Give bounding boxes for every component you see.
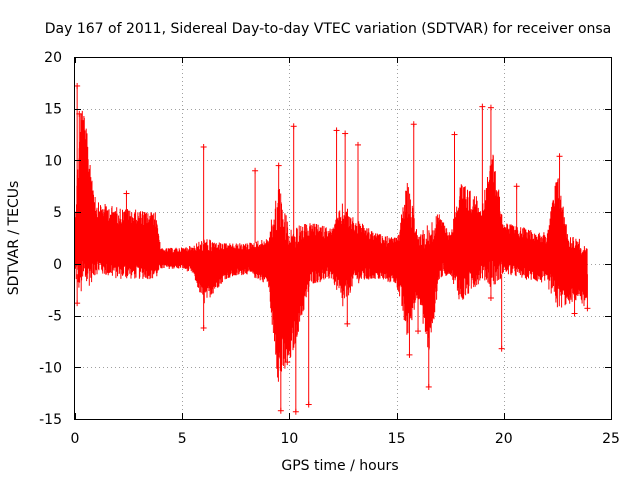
data-point <box>487 104 494 111</box>
y-tick-labels: 20 15 10 5 0 -5 -10 -15 <box>39 50 62 428</box>
data-point <box>333 127 340 134</box>
x-tick-label: 15 <box>388 431 406 447</box>
data-point <box>277 407 284 414</box>
data-point <box>200 143 207 150</box>
x-tick-label: 5 <box>178 431 187 447</box>
data-point <box>123 190 130 197</box>
data-point <box>487 294 494 301</box>
data-point <box>275 162 282 169</box>
data-point <box>355 141 362 148</box>
x-axis-label: GPS time / hours <box>281 458 398 474</box>
x-tick-label: 10 <box>280 431 298 447</box>
axis-ticks <box>75 57 612 420</box>
data-point <box>410 121 417 128</box>
x-tick-label: 25 <box>602 431 620 447</box>
plot-frame <box>74 57 612 420</box>
data-point <box>513 183 520 190</box>
data-point <box>406 351 413 358</box>
data-point <box>74 82 81 89</box>
data-point <box>415 328 422 335</box>
data-point <box>292 408 299 415</box>
y-tick-label: -10 <box>39 360 62 376</box>
data-point <box>556 153 563 160</box>
data-point <box>200 324 207 331</box>
data-point <box>479 103 486 110</box>
y-tick-label: -15 <box>39 412 62 428</box>
data-point <box>284 359 291 366</box>
x-tick-labels: 0 5 10 15 20 25 <box>71 431 620 447</box>
x-tick-label: 20 <box>495 431 513 447</box>
x-tick-label: 0 <box>71 431 80 447</box>
data-point <box>425 383 432 390</box>
data-point <box>584 305 591 312</box>
data-point <box>74 300 81 307</box>
data-point <box>498 345 505 352</box>
y-tick-label: 20 <box>44 50 62 66</box>
data-point <box>290 123 297 130</box>
data-point <box>571 310 578 317</box>
y-tick-label: 0 <box>53 257 62 273</box>
data-point <box>252 167 259 174</box>
y-tick-label: 15 <box>44 102 62 118</box>
y-tick-label: -5 <box>48 309 62 325</box>
data-point <box>344 320 351 327</box>
y-tick-label: 5 <box>53 205 62 221</box>
chart-title: Day 167 of 2011, Sidereal Day-to-day VTE… <box>45 21 612 37</box>
data-point <box>76 110 83 117</box>
data-point <box>305 401 312 408</box>
series-sdtvar-trace <box>74 110 588 382</box>
series-sdtvar <box>74 82 591 415</box>
y-axis-label: SDTVAR / TECUs <box>6 181 22 296</box>
y-tick-label: 10 <box>44 153 62 169</box>
data-point <box>451 131 458 138</box>
data-point <box>342 130 349 137</box>
